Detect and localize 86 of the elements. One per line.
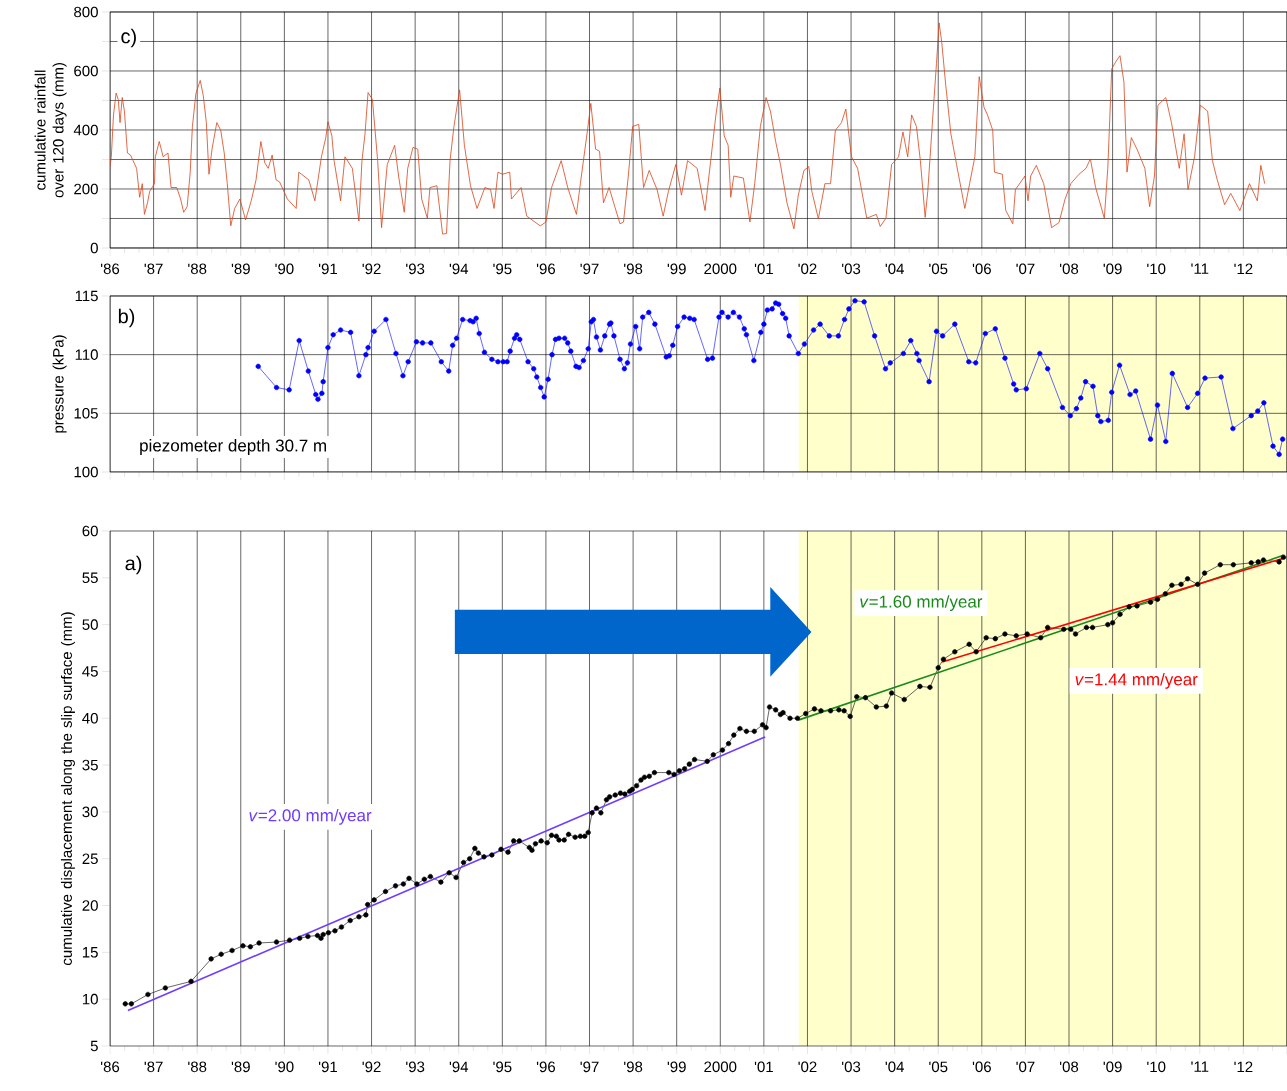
- text: v=2.00 mm/year: [249, 808, 372, 825]
- y-tick-label: 600: [74, 65, 98, 77]
- x-tick-label: '97: [580, 1061, 599, 1073]
- x-tick-label: '01: [754, 263, 773, 275]
- x-tick-label: '99: [667, 1061, 686, 1073]
- x-tick-label: '96: [536, 263, 556, 275]
- y-tick-label: 50: [82, 619, 98, 630]
- x-tick-label: 2000: [704, 263, 737, 275]
- x-tick-label: '11: [1191, 263, 1209, 274]
- x-tick-label: '08: [1060, 263, 1079, 275]
- x-tick-label: '10: [1147, 1061, 1166, 1073]
- x-tick-label: '07: [1016, 263, 1035, 275]
- x-tick-label: '93: [406, 1061, 425, 1073]
- annotation: a): [125, 555, 142, 575]
- x-tick-label: '91: [318, 1061, 337, 1073]
- y-axis-title: cumulative displacement along the slip surface (mm): [60, 612, 75, 965]
- y-tick-label: 0: [90, 242, 98, 254]
- x-tick-label: '89: [231, 263, 250, 275]
- y-tick-label: 55: [82, 572, 98, 584]
- x-tick-label: '87: [144, 263, 163, 275]
- y-tick-label: 60: [82, 525, 98, 537]
- x-tick-label: '99: [667, 263, 686, 275]
- text: v=1.44 mm/year: [1075, 672, 1198, 689]
- y-tick-label: 30: [82, 806, 98, 818]
- x-tick-label: '95: [493, 263, 512, 275]
- x-tick-label: '98: [624, 263, 643, 275]
- y-tick-label: 105: [74, 408, 98, 419]
- y-tick-label: 400: [73, 124, 98, 136]
- x-tick-label: '02: [798, 1061, 817, 1073]
- x-tick-label: '10: [1147, 263, 1166, 275]
- x-tick-label: '12: [1234, 263, 1253, 274]
- y-tick-label: 35: [82, 759, 98, 771]
- x-tick-label: '92: [362, 263, 381, 275]
- x-tick-label: '92: [362, 1061, 381, 1073]
- x-tick-label: 2000: [704, 1061, 737, 1073]
- x-tick-label: '12: [1234, 1061, 1253, 1072]
- x-tick-label: '90: [275, 1061, 294, 1073]
- text: v=1.60 mm/year: [860, 595, 983, 612]
- x-tick-label: '11: [1191, 1061, 1209, 1072]
- x-tick-label: '04: [885, 1061, 904, 1073]
- x-tick-label: '91: [318, 263, 337, 275]
- x-tick-label: '88: [188, 263, 207, 275]
- annotation: c): [121, 28, 136, 48]
- x-tick-label: '94: [449, 1061, 469, 1073]
- x-tick-label: '94: [449, 263, 469, 275]
- line-series: [110, 22, 1266, 235]
- y-tick-label: 115: [75, 290, 98, 302]
- annotation: b): [118, 308, 135, 328]
- x-tick-label: '93: [406, 263, 425, 275]
- y-tick-label: 200: [74, 183, 98, 195]
- y-tick-label: 10: [82, 993, 98, 1005]
- x-tick-label: '03: [842, 1061, 861, 1073]
- x-tick-label: '88: [188, 1061, 207, 1073]
- x-tick-label: '03: [842, 263, 861, 275]
- x-tick-label: '08: [1060, 1061, 1079, 1073]
- x-tick-label: '06: [972, 263, 991, 275]
- y-tick-label: 110: [75, 349, 98, 360]
- x-tick-label: '02: [798, 263, 817, 275]
- x-tick-label: '95: [493, 1061, 512, 1073]
- x-tick-label: '97: [580, 263, 599, 275]
- y-tick-label: 45: [82, 666, 98, 677]
- y-tick-label: 40: [82, 712, 98, 724]
- x-tick-label: '86: [101, 263, 120, 275]
- x-tick-label: '09: [1103, 1061, 1122, 1073]
- x-tick-label: '90: [275, 263, 294, 275]
- y-tick-label: 800: [74, 6, 98, 18]
- x-tick-label: '98: [624, 1061, 643, 1073]
- y-axis-title: cumulative rainfall over 120 days (mm): [34, 63, 67, 198]
- y-tick-label: 25: [82, 853, 98, 865]
- annotation: piezometer depth 30.7 m: [140, 439, 327, 455]
- x-tick-label: '07: [1016, 1061, 1035, 1073]
- y-tick-label: 100: [74, 466, 98, 478]
- x-tick-label: '87: [144, 1061, 163, 1073]
- y-tick-label: 20: [82, 900, 98, 911]
- x-tick-label: '89: [231, 1061, 250, 1073]
- x-tick-label: '86: [101, 1061, 120, 1073]
- x-tick-label: '96: [536, 1061, 556, 1073]
- x-tick-label: '05: [929, 1061, 948, 1073]
- x-tick-label: '01: [754, 1061, 773, 1073]
- x-tick-label: '09: [1103, 263, 1122, 275]
- y-tick-label: 15: [82, 947, 98, 958]
- y-tick-label: 5: [90, 1040, 98, 1052]
- y-axis-title: pressure (kPa): [52, 335, 67, 433]
- x-tick-label: '04: [885, 263, 904, 275]
- x-tick-label: '06: [972, 1061, 991, 1073]
- x-tick-label: '05: [929, 263, 948, 275]
